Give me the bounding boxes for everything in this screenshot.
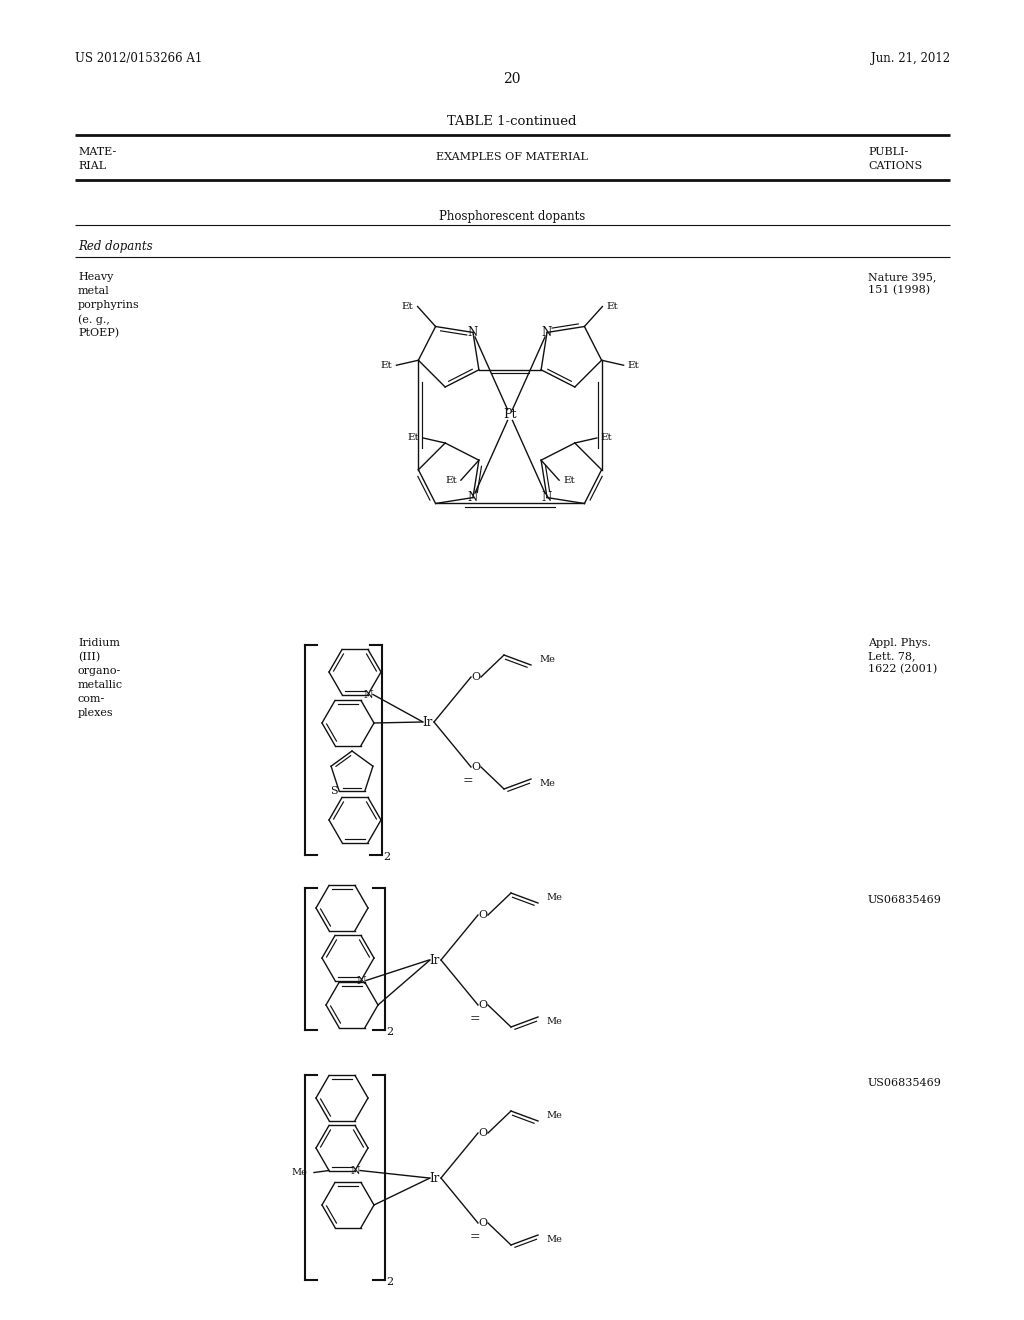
Text: Ir: Ir <box>430 1172 440 1184</box>
Text: N: N <box>468 326 478 339</box>
Text: N: N <box>542 326 552 339</box>
Text: =: = <box>463 775 473 788</box>
Text: CATIONS: CATIONS <box>868 161 923 172</box>
Text: metal: metal <box>78 286 110 296</box>
Text: US06835469: US06835469 <box>868 1078 942 1088</box>
Text: N: N <box>356 975 366 986</box>
Text: Et: Et <box>401 302 414 312</box>
Text: Lett. 78,: Lett. 78, <box>868 651 915 661</box>
Text: US06835469: US06835469 <box>868 895 942 906</box>
Text: Me: Me <box>539 780 555 788</box>
Text: O: O <box>478 1129 487 1138</box>
Text: Pt: Pt <box>503 408 517 421</box>
Text: 1622 (2001): 1622 (2001) <box>868 664 937 675</box>
Text: N: N <box>350 1166 359 1176</box>
Text: Et: Et <box>628 360 639 370</box>
Text: PUBLI-: PUBLI- <box>868 147 908 157</box>
Text: O: O <box>478 909 487 920</box>
Text: (e. g.,: (e. g., <box>78 314 110 325</box>
Text: RIAL: RIAL <box>78 161 106 172</box>
Text: N: N <box>364 689 373 700</box>
Text: Me: Me <box>546 1236 562 1245</box>
Text: Nature 395,: Nature 395, <box>868 272 936 282</box>
Text: 2: 2 <box>383 851 390 862</box>
Text: Me: Me <box>546 894 562 903</box>
Text: 20: 20 <box>503 73 521 86</box>
Text: EXAMPLES OF MATERIAL: EXAMPLES OF MATERIAL <box>436 152 588 162</box>
Text: TABLE 1-continued: TABLE 1-continued <box>447 115 577 128</box>
Text: Me: Me <box>546 1111 562 1121</box>
Text: O: O <box>471 762 480 772</box>
Text: 151 (1998): 151 (1998) <box>868 285 930 296</box>
Text: Me: Me <box>546 1018 562 1027</box>
Text: 2: 2 <box>386 1276 393 1287</box>
Text: N: N <box>468 491 478 504</box>
Text: porphyrins: porphyrins <box>78 300 139 310</box>
Text: Ir: Ir <box>423 715 433 729</box>
Text: Jun. 21, 2012: Jun. 21, 2012 <box>870 51 950 65</box>
Text: Heavy: Heavy <box>78 272 114 282</box>
Text: Et: Et <box>408 433 419 442</box>
Text: Me: Me <box>291 1168 307 1177</box>
Text: (III): (III) <box>78 652 100 663</box>
Text: O: O <box>471 672 480 682</box>
Text: plexes: plexes <box>78 708 114 718</box>
Text: com-: com- <box>78 694 105 704</box>
Text: O: O <box>478 1001 487 1010</box>
Text: =: = <box>470 1230 480 1243</box>
Text: Appl. Phys.: Appl. Phys. <box>868 638 931 648</box>
Text: PtOEP): PtOEP) <box>78 327 119 338</box>
Text: MATE-: MATE- <box>78 147 117 157</box>
Text: Et: Et <box>601 433 612 442</box>
Text: Et: Et <box>381 360 392 370</box>
Text: Et: Et <box>606 302 618 312</box>
Text: Ir: Ir <box>430 953 440 966</box>
Text: O: O <box>478 1218 487 1228</box>
Text: Iridium: Iridium <box>78 638 120 648</box>
Text: US 2012/0153266 A1: US 2012/0153266 A1 <box>75 51 203 65</box>
Text: Phosphorescent dopants: Phosphorescent dopants <box>439 210 585 223</box>
Text: organo-: organo- <box>78 667 121 676</box>
Text: Me: Me <box>539 656 555 664</box>
Text: 2: 2 <box>386 1027 393 1038</box>
Text: metallic: metallic <box>78 680 123 690</box>
Text: Et: Et <box>563 475 575 484</box>
Text: Et: Et <box>445 475 457 484</box>
Text: =: = <box>470 1012 480 1026</box>
Text: Red dopants: Red dopants <box>78 240 153 253</box>
Text: N: N <box>542 491 552 504</box>
Text: S: S <box>331 785 338 796</box>
